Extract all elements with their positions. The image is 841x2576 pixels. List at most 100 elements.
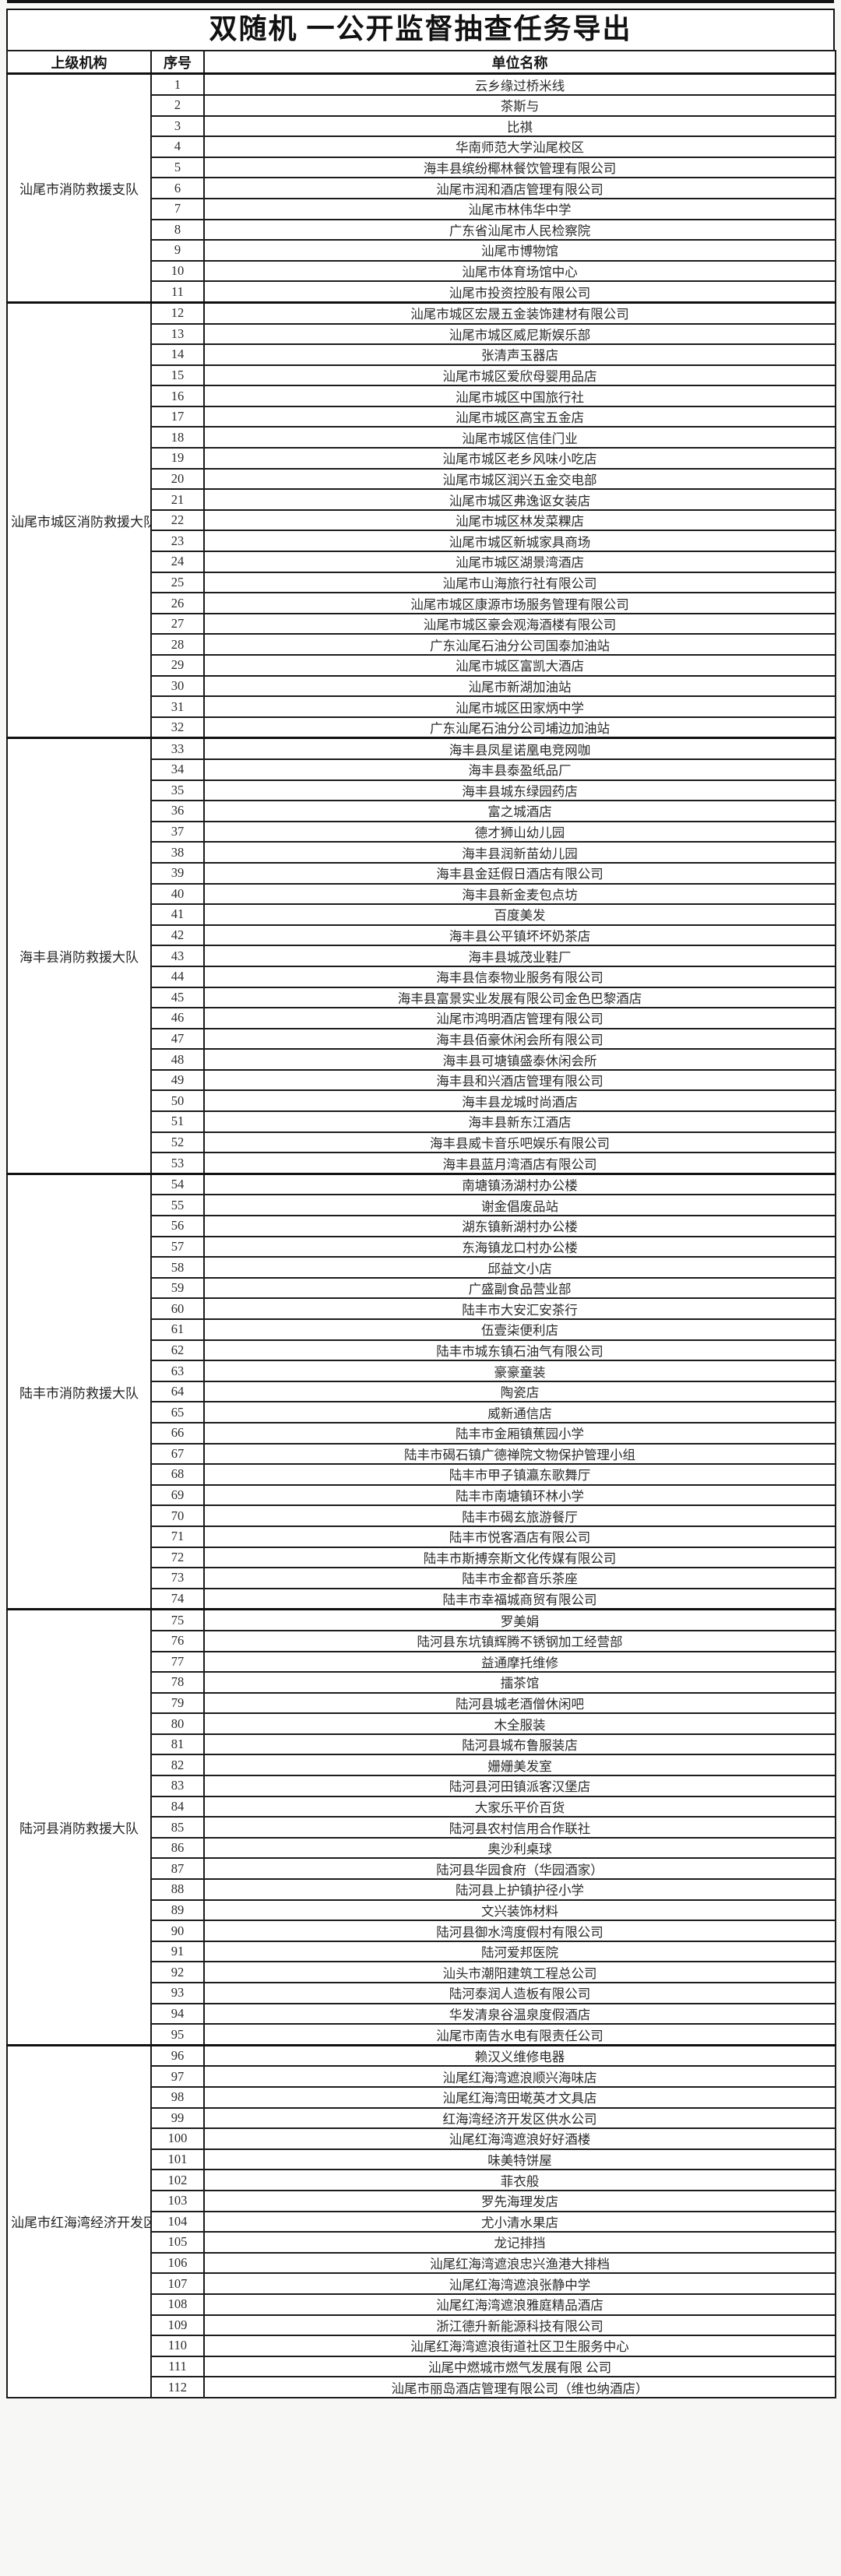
unit-name-cell: 擂茶馆 <box>203 1671 836 1694</box>
row-number-cell: 12 <box>150 301 205 325</box>
row-number-cell: 13 <box>150 322 205 346</box>
row-number-cell: 40 <box>150 882 205 906</box>
unit-name-cell: 菲衣般 <box>203 2169 836 2191</box>
table-row: 50 海丰县龙城时尚酒店 <box>7 1089 836 1113</box>
unit-name-cell: 华发清泉谷温泉度假酒店 <box>203 2002 836 2025</box>
table-row: 41 百度美发 <box>7 903 836 926</box>
table-row: 61 伍壹柒便利店 <box>7 1318 836 1341</box>
unit-name-cell: 海丰县佰豪休闲会所有限公司 <box>203 1027 836 1050</box>
header-unit-name: 单位名称 <box>203 50 836 76</box>
table-row: 34 海丰县泰盈纸品厂 <box>7 758 836 781</box>
table-row: 81 陆河县城布鲁服装店 <box>7 1733 836 1756</box>
table-row: 107 汕尾红海湾遮浪张静中学 <box>7 2272 836 2295</box>
unit-name-cell: 陆丰市幸福城商贸有限公司 <box>203 1587 836 1610</box>
unit-name-cell: 海丰县新东江酒店 <box>203 1110 836 1133</box>
table-row: 陆丰市消防救援大队 54 南塘镇汤湖村办公楼 <box>6 1172 836 1610</box>
row-number-cell: 92 <box>150 1961 205 1984</box>
row-number-cell: 32 <box>150 716 205 739</box>
row-number-cell: 53 <box>150 1152 205 1175</box>
row-number-cell: 10 <box>150 259 205 283</box>
table-row: 94 华发清泉谷温泉度假酒店 <box>7 2002 836 2025</box>
table-row: 44 海丰县信泰物业服务有限公司 <box>7 965 836 988</box>
unit-name-cell: 龙记排挡 <box>203 2231 836 2254</box>
unit-name-cell: 文兴装饰材料 <box>203 1899 836 1922</box>
table-row: 67 陆丰市碣石镇广德禅院文物保护管理小组 <box>7 1442 836 1466</box>
header-serial-no: 序号 <box>150 50 205 76</box>
unit-name-cell: 汕尾市城区新城家具商场 <box>203 530 836 553</box>
row-number-cell: 37 <box>150 820 205 843</box>
org-cell: 汕尾市红海湾经济开发区消防救援大队 <box>6 2043 152 2398</box>
row-number-cell: 94 <box>150 2002 205 2025</box>
table-row: 66 陆丰市金厢镇蕉园小学 <box>7 1421 836 1445</box>
row-number-cell: 90 <box>150 1920 205 1942</box>
unit-name-cell: 汕尾红海湾遮浪雅庭精品酒店 <box>203 2293 836 2316</box>
unit-name-cell: 海丰县城茂业鞋厂 <box>203 945 836 967</box>
row-number-cell: 21 <box>150 488 205 511</box>
table-row: 91 陆河爱邦医院 <box>7 1940 836 1963</box>
row-number-cell: 91 <box>150 1940 205 1963</box>
unit-name-cell: 陆丰市金都音乐茶座 <box>203 1567 836 1589</box>
row-number-cell: 77 <box>150 1650 205 1673</box>
unit-name-cell: 陆丰市碣石镇广德禅院文物保护管理小组 <box>203 1442 836 1466</box>
unit-name-cell: 汕尾市城区爱欣母婴用品店 <box>203 364 836 387</box>
row-number-cell: 104 <box>150 2210 205 2233</box>
table-row: 40 海丰县新金麦包点坊 <box>7 882 836 906</box>
table-row: 39 海丰县金廷假日酒店有限公司 <box>7 861 836 885</box>
table-row: 100 汕尾红海湾遮浪好好酒楼 <box>7 2127 836 2150</box>
table-row: 5 海丰县缤纷椰林餐饮管理有限公司 <box>7 156 836 179</box>
table-row: 9 汕尾市博物馆 <box>7 239 836 262</box>
unit-name-cell: 陆河县东坑镇辉腾不锈钢加工经营部 <box>203 1629 836 1652</box>
table-row: 90 陆河县御水湾度假村有限公司 <box>7 1920 836 1942</box>
row-number-cell: 81 <box>150 1733 205 1756</box>
unit-name-cell: 豪豪童装 <box>203 1360 836 1382</box>
unit-name-cell: 陆丰市金厢镇蕉园小学 <box>203 1421 836 1445</box>
table-row: 37 德才狮山幼儿园 <box>7 820 836 843</box>
row-number-cell: 52 <box>150 1131 205 1154</box>
table-row: 79 陆河县城老酒僧休闲吧 <box>7 1691 836 1715</box>
row-number-cell: 64 <box>150 1380 205 1403</box>
unit-name-cell: 大家乐平价百货 <box>203 1795 836 1818</box>
row-number-cell: 105 <box>150 2231 205 2254</box>
table-row: 46 汕尾市鸿明酒店管理有限公司 <box>7 1007 836 1029</box>
unit-name-cell: 陆河泰润人造板有限公司 <box>203 1982 836 2004</box>
table-row: 陆河县消防救援大队 75 罗美娟 <box>6 1608 836 2046</box>
unit-name-cell: 汕尾红海湾遮浪张静中学 <box>203 2272 836 2295</box>
table-row: 48 海丰县可塘镇盛泰休闲会所 <box>7 1048 836 1071</box>
table-row: 53 海丰县蓝月湾酒店有限公司 <box>7 1152 836 1175</box>
unit-name-cell: 海丰县蓝月湾酒店有限公司 <box>203 1152 836 1175</box>
org-cell: 陆河县消防救援大队 <box>6 1608 152 2046</box>
row-number-cell: 44 <box>150 965 205 988</box>
table-row: 29 汕尾市城区富凯大酒店 <box>7 654 836 677</box>
row-number-cell: 76 <box>150 1629 205 1652</box>
row-number-cell: 110 <box>150 2335 205 2357</box>
row-number-cell: 46 <box>150 1007 205 1029</box>
table-row: 52 海丰县威卡音乐吧娱乐有限公司 <box>7 1131 836 1154</box>
table-row: 11 汕尾市投资控股有限公司 <box>7 280 836 304</box>
table-row: 49 海丰县和兴酒店管理有限公司 <box>7 1068 836 1092</box>
table-row: 95 汕尾市南告水电有限责任公司 <box>7 2023 836 2046</box>
table-row: 38 海丰县润新苗幼儿园 <box>7 841 836 864</box>
row-number-cell: 85 <box>150 1816 205 1839</box>
table-row: 45 海丰县富景实业发展有限公司金色巴黎酒店 <box>7 986 836 1009</box>
table-row: 88 陆河县上护镇护径小学 <box>7 1878 836 1901</box>
unit-name-cell: 广东省汕尾市人民检察院 <box>203 218 836 241</box>
unit-name-cell: 海丰县信泰物业服务有限公司 <box>203 965 836 988</box>
row-number-cell: 73 <box>150 1567 205 1589</box>
unit-name-cell: 海丰县富景实业发展有限公司金色巴黎酒店 <box>203 986 836 1009</box>
row-number-cell: 83 <box>150 1775 205 1797</box>
table-row: 23 汕尾市城区新城家具商场 <box>7 530 836 553</box>
task-table-body: 汕尾市消防救援支队 1 云乡缘过桥米线 2 茶斯与 3 比祺 4 华南师范大学汕尾校区 5 海丰县缤… <box>6 72 836 2398</box>
table-row: 89 文兴装饰材料 <box>7 1899 836 1922</box>
unit-name-cell: 奥沙利桌球 <box>203 1836 836 1860</box>
table-header-row: 上级机构 序号 单位名称 <box>6 50 836 76</box>
unit-name-cell: 陆丰市碣玄旅游餐厅 <box>203 1504 836 1527</box>
unit-name-cell: 陆河县城布鲁服装店 <box>203 1733 836 1756</box>
unit-name-cell: 汕尾市鸿明酒店管理有限公司 <box>203 1007 836 1029</box>
unit-name-cell: 汕尾红海湾田墘英才文具店 <box>203 2085 836 2109</box>
table-row: 62 陆丰市城东镇石油气有限公司 <box>7 1339 836 1362</box>
table-row: 36 富之城酒店 <box>7 800 836 822</box>
unit-name-cell: 汕尾市南告水电有限责任公司 <box>203 2023 836 2046</box>
unit-name-cell: 海丰县金廷假日酒店有限公司 <box>203 861 836 885</box>
unit-name-cell: 汕尾市城区田家炳中学 <box>203 695 836 718</box>
table-row: 64 陶瓷店 <box>7 1380 836 1403</box>
